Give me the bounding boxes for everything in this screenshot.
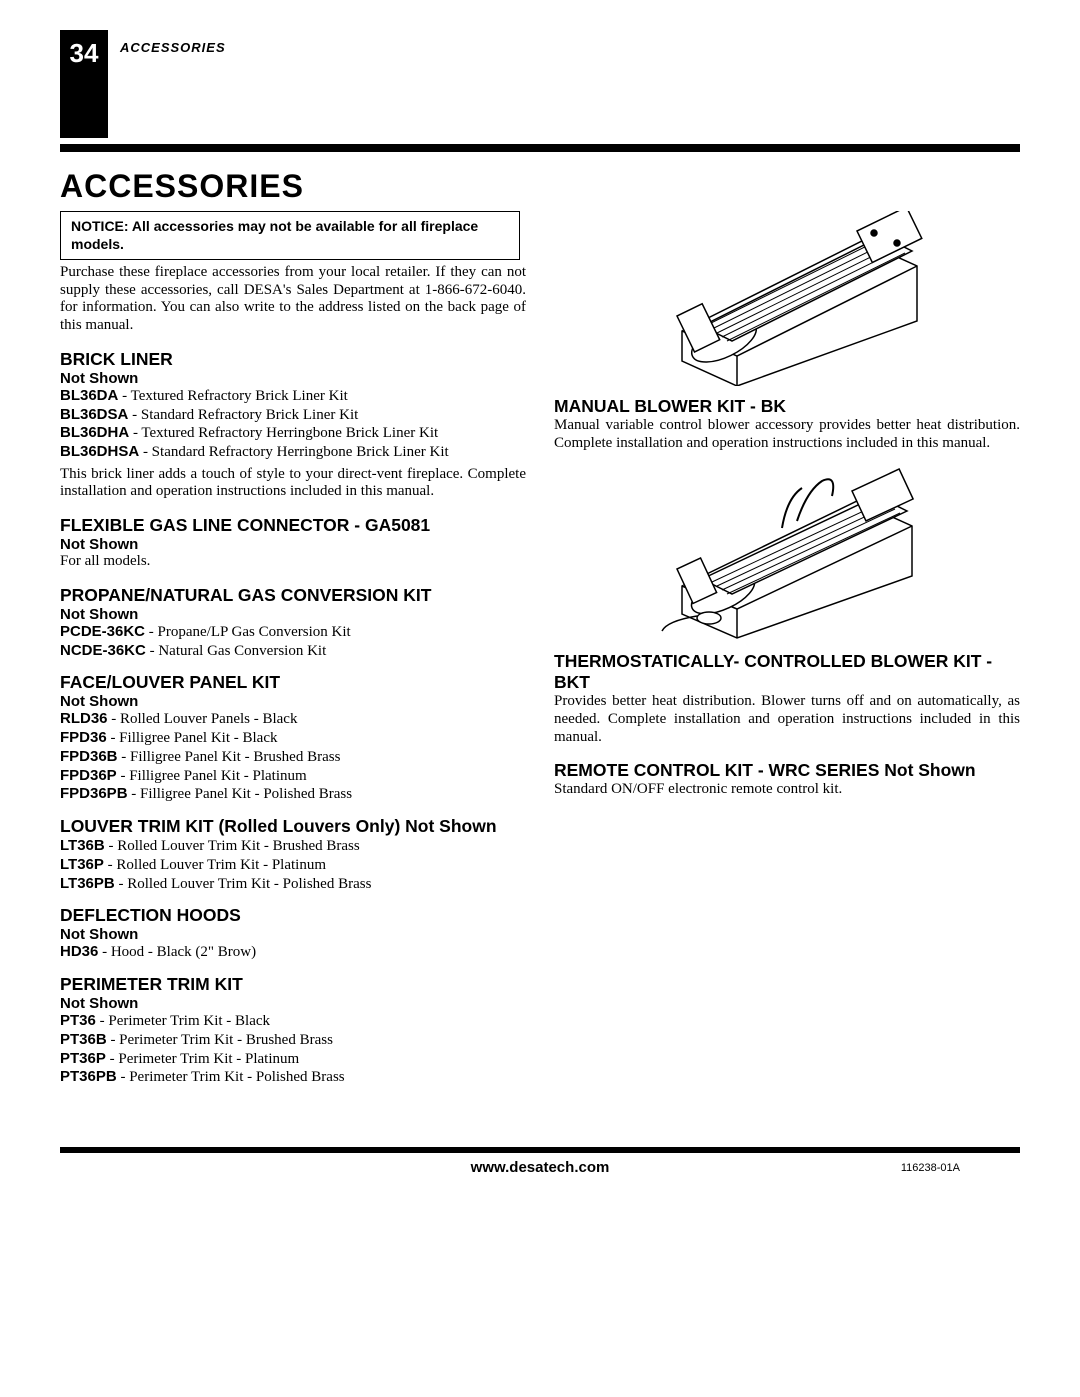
page-number: 34 [70,38,99,69]
list-item: BL36DA - Textured Refractory Brick Liner… [60,387,526,406]
right-column: MANUAL BLOWER KIT - BK Manual variable c… [554,211,1020,1087]
list-item: BL36DHA - Textured Refractory Herringbon… [60,424,526,443]
list-item: PCDE-36KC - Propane/LP Gas Conversion Ki… [60,623,526,642]
list-item: NCDE-36KC - Natural Gas Conversion Kit [60,642,526,661]
manual-blower-title: MANUAL BLOWER KIT - BK [554,396,1020,417]
thermo-blower-title: THERMOSTATICALLY- CONTROLLED BLOWER KIT … [554,651,1020,693]
remote-note: Standard ON/OFF electronic remote contro… [554,781,1020,799]
brick-liner-title: BRICK LINER [60,349,526,370]
list-item: BL36DHSA - Standard Refractory Herringbo… [60,443,526,462]
left-column: NOTICE: All accessories may not be avail… [60,211,526,1087]
manual-blower-diagram [632,211,942,386]
gas-line-note: For all models. [60,553,526,571]
header-section-label: ACCESSORIES [120,40,226,55]
list-item: FPD36PB - Filligree Panel Kit - Polished… [60,785,526,804]
perimeter-sub: Not Shown [60,995,526,1012]
manual-blower-note: Manual variable control blower accessory… [554,417,1020,452]
list-item: PT36 - Perimeter Trim Kit - Black [60,1012,526,1031]
list-item: PT36PB - Perimeter Trim Kit - Polished B… [60,1068,526,1087]
notice-box: NOTICE: All accessories may not be avail… [60,211,520,260]
intro-paragraph: Purchase these fireplace accessories fro… [60,264,526,335]
brick-liner-note: This brick liner adds a touch of style t… [60,466,526,501]
list-item: LT36P - Rolled Louver Trim Kit - Platinu… [60,856,526,875]
face-louver-title: FACE/LOUVER PANEL KIT [60,672,526,693]
conversion-title: PROPANE/NATURAL GAS CONVERSION KIT [60,585,526,606]
list-item: LT36B - Rolled Louver Trim Kit - Brushed… [60,837,526,856]
list-item: BL36DSA - Standard Refractory Brick Line… [60,406,526,425]
remote-title: REMOTE CONTROL KIT - WRC SERIES Not Show… [554,760,1020,781]
deflection-sub: Not Shown [60,926,526,943]
content-columns: NOTICE: All accessories may not be avail… [60,211,1020,1087]
conversion-sub: Not Shown [60,606,526,623]
page-number-box: 34 [60,30,108,138]
list-item: FPD36B - Filligree Panel Kit - Brushed B… [60,748,526,767]
deflection-title: DEFLECTION HOODS [60,905,526,926]
list-item: PT36P - Perimeter Trim Kit - Platinum [60,1050,526,1069]
list-item: FPD36P - Filligree Panel Kit - Platinum [60,767,526,786]
page-header: 34 ACCESSORIES [60,30,1020,138]
thermo-blower-note: Provides better heat distribution. Blowe… [554,693,1020,746]
face-louver-sub: Not Shown [60,693,526,710]
list-item: LT36PB - Rolled Louver Trim Kit - Polish… [60,875,526,894]
louver-trim-title: LOUVER TRIM KIT (Rolled Louvers Only) No… [60,816,526,837]
gas-line-sub: Not Shown [60,536,526,553]
brick-liner-sub: Not Shown [60,370,526,387]
main-title: ACCESSORIES [60,168,1020,205]
footer-doc-code: 116238-01A [901,1162,960,1174]
list-item: RLD36 - Rolled Louver Panels - Black [60,710,526,729]
thermo-blower-diagram [637,466,937,641]
list-item: HD36 - Hood - Black (2" Brow) [60,943,526,962]
perimeter-title: PERIMETER TRIM KIT [60,974,526,995]
footer: www.desatech.com 116238-01A [60,1153,1020,1176]
footer-url: www.desatech.com [471,1159,610,1176]
gas-line-title: FLEXIBLE GAS LINE CONNECTOR - GA5081 [60,515,526,536]
list-item: FPD36 - Filligree Panel Kit - Black [60,729,526,748]
list-item: PT36B - Perimeter Trim Kit - Brushed Bra… [60,1031,526,1050]
header-rule [60,144,1020,152]
